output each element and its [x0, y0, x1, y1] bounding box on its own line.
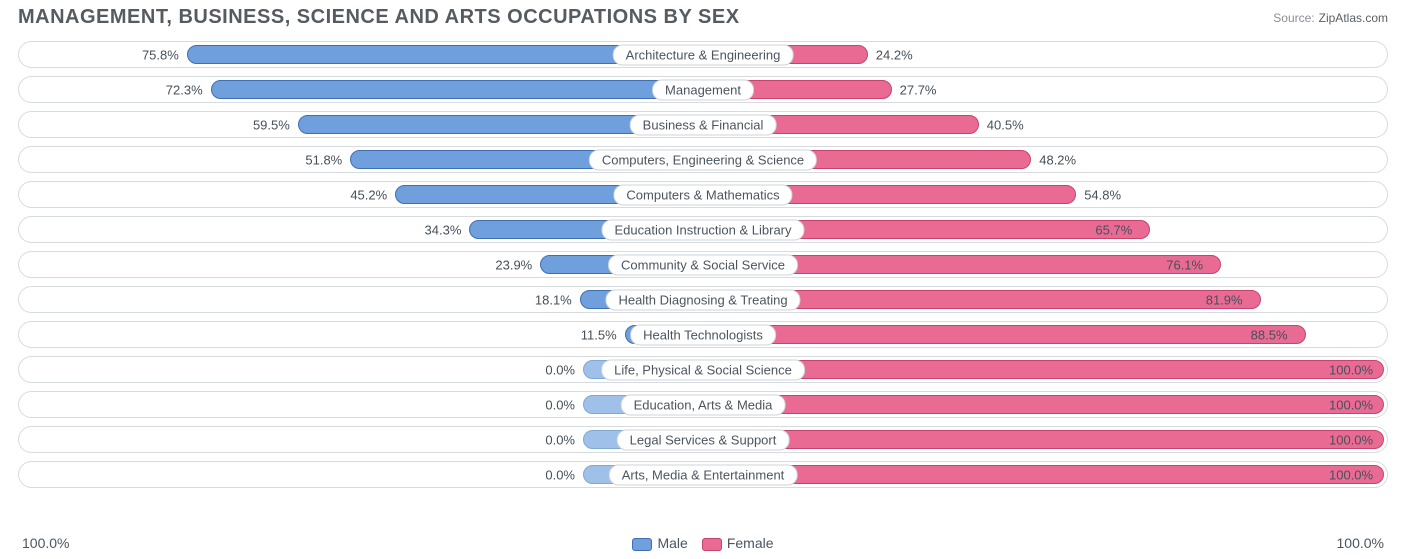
- female-value: 76.1%: [1166, 257, 1203, 272]
- female-value: 65.7%: [1095, 222, 1132, 237]
- legend-male-label: Male: [657, 535, 687, 551]
- female-half: 100.0%: [703, 430, 1383, 449]
- male-value: 75.8%: [142, 47, 179, 62]
- male-value: 0.0%: [545, 432, 575, 447]
- male-half: 72.3%: [23, 80, 703, 99]
- axis-right-label: 100.0%: [1337, 535, 1384, 551]
- female-half: 24.2%: [703, 45, 1383, 64]
- category-label: Health Diagnosing & Treating: [605, 289, 800, 310]
- chart-row: 59.5% 40.5% Business & Financial: [18, 111, 1388, 138]
- category-label: Health Technologists: [630, 324, 776, 345]
- chart-row: 0.0% 100.0% Education, Arts & Media: [18, 391, 1388, 418]
- male-half: 59.5%: [23, 115, 703, 134]
- chart-row: 18.1% 81.9% Health Diagnosing & Treating: [18, 286, 1388, 313]
- female-bar: [703, 325, 1306, 344]
- chart-row: 34.3% 65.7% Education Instruction & Librar…: [18, 216, 1388, 243]
- female-value: 88.5%: [1251, 327, 1288, 342]
- male-half: 11.5%: [23, 325, 703, 344]
- category-label: Business & Financial: [630, 114, 777, 135]
- swatch-male-icon: [632, 538, 652, 551]
- male-half: 18.1%: [23, 290, 703, 309]
- chart-row: 75.8% 24.2% Architecture & Engineering: [18, 41, 1388, 68]
- chart-footer: 100.0% Male Female 100.0%: [0, 535, 1406, 551]
- female-value: 40.5%: [987, 117, 1024, 132]
- female-value: 100.0%: [1329, 432, 1373, 447]
- male-half: 0.0%: [23, 465, 703, 484]
- chart-row: 0.0% 100.0% Legal Services & Support: [18, 426, 1388, 453]
- female-value: 54.8%: [1084, 187, 1121, 202]
- category-label: Architecture & Engineering: [613, 44, 794, 65]
- female-value: 27.7%: [900, 82, 937, 97]
- category-label: Education Instruction & Library: [601, 219, 804, 240]
- category-label: Computers, Engineering & Science: [589, 149, 817, 170]
- male-value: 18.1%: [535, 292, 572, 307]
- male-half: 0.0%: [23, 430, 703, 449]
- category-label: Life, Physical & Social Science: [601, 359, 805, 380]
- chart-row: 45.2% 54.8% Computers & Mathematics: [18, 181, 1388, 208]
- male-value: 0.0%: [545, 362, 575, 377]
- female-value: 81.9%: [1206, 292, 1243, 307]
- swatch-female-icon: [702, 538, 722, 551]
- male-value: 23.9%: [495, 257, 532, 272]
- category-label: Legal Services & Support: [617, 429, 790, 450]
- source-label: Source:: [1273, 11, 1314, 25]
- chart-row: 0.0% 100.0% Life, Physical & Social Scienc…: [18, 356, 1388, 383]
- female-half: 54.8%: [703, 185, 1383, 204]
- female-half: 100.0%: [703, 395, 1383, 414]
- male-half: 45.2%: [23, 185, 703, 204]
- female-value: 100.0%: [1329, 397, 1373, 412]
- axis-left-label: 100.0%: [22, 535, 69, 551]
- category-label: Arts, Media & Entertainment: [609, 464, 798, 485]
- category-label: Computers & Mathematics: [613, 184, 792, 205]
- legend: Male Female: [632, 535, 773, 551]
- male-bar: [211, 80, 703, 99]
- female-bar: [703, 360, 1384, 379]
- male-value: 0.0%: [545, 397, 575, 412]
- source-value: ZipAtlas.com: [1319, 11, 1388, 25]
- chart-row: 51.8% 48.2% Computers, Engineering & Scien…: [18, 146, 1388, 173]
- female-value: 24.2%: [876, 47, 913, 62]
- chart-row: 23.9% 76.1% Community & Social Service: [18, 251, 1388, 278]
- female-bar: [703, 395, 1384, 414]
- male-half: 0.0%: [23, 395, 703, 414]
- chart-header: MANAGEMENT, BUSINESS, SCIENCE AND ARTS O…: [0, 0, 1406, 31]
- legend-female: Female: [702, 535, 774, 551]
- chart-area: 75.8% 24.2% Architecture & Engineering 72.3…: [0, 31, 1406, 488]
- category-label: Management: [652, 79, 754, 100]
- chart-row: 72.3% 27.7% Management: [18, 76, 1388, 103]
- male-value: 59.5%: [253, 117, 290, 132]
- chart-source: Source: ZipAtlas.com: [1273, 11, 1388, 25]
- female-half: 81.9%: [703, 290, 1383, 309]
- female-half: 76.1%: [703, 255, 1383, 274]
- male-half: 23.9%: [23, 255, 703, 274]
- legend-female-label: Female: [727, 535, 774, 551]
- male-value: 0.0%: [545, 467, 575, 482]
- chart-row: 11.5% 88.5% Health Technologists: [18, 321, 1388, 348]
- female-half: 100.0%: [703, 360, 1383, 379]
- male-half: 75.8%: [23, 45, 703, 64]
- male-value: 45.2%: [350, 187, 387, 202]
- male-value: 34.3%: [425, 222, 462, 237]
- female-value: 100.0%: [1329, 362, 1373, 377]
- female-half: 27.7%: [703, 80, 1383, 99]
- male-value: 11.5%: [581, 327, 617, 342]
- female-half: 88.5%: [703, 325, 1383, 344]
- female-half: 65.7%: [703, 220, 1383, 239]
- male-value: 72.3%: [166, 82, 203, 97]
- male-value: 51.8%: [305, 152, 342, 167]
- chart-row: 0.0% 100.0% Arts, Media & Entertainment: [18, 461, 1388, 488]
- category-label: Community & Social Service: [608, 254, 798, 275]
- legend-male: Male: [632, 535, 687, 551]
- female-half: 40.5%: [703, 115, 1383, 134]
- chart-title: MANAGEMENT, BUSINESS, SCIENCE AND ARTS O…: [18, 6, 740, 29]
- category-label: Education, Arts & Media: [621, 394, 786, 415]
- female-half: 100.0%: [703, 465, 1383, 484]
- female-value: 100.0%: [1329, 467, 1373, 482]
- female-bar: [703, 465, 1384, 484]
- female-value: 48.2%: [1039, 152, 1076, 167]
- female-bar: [703, 430, 1384, 449]
